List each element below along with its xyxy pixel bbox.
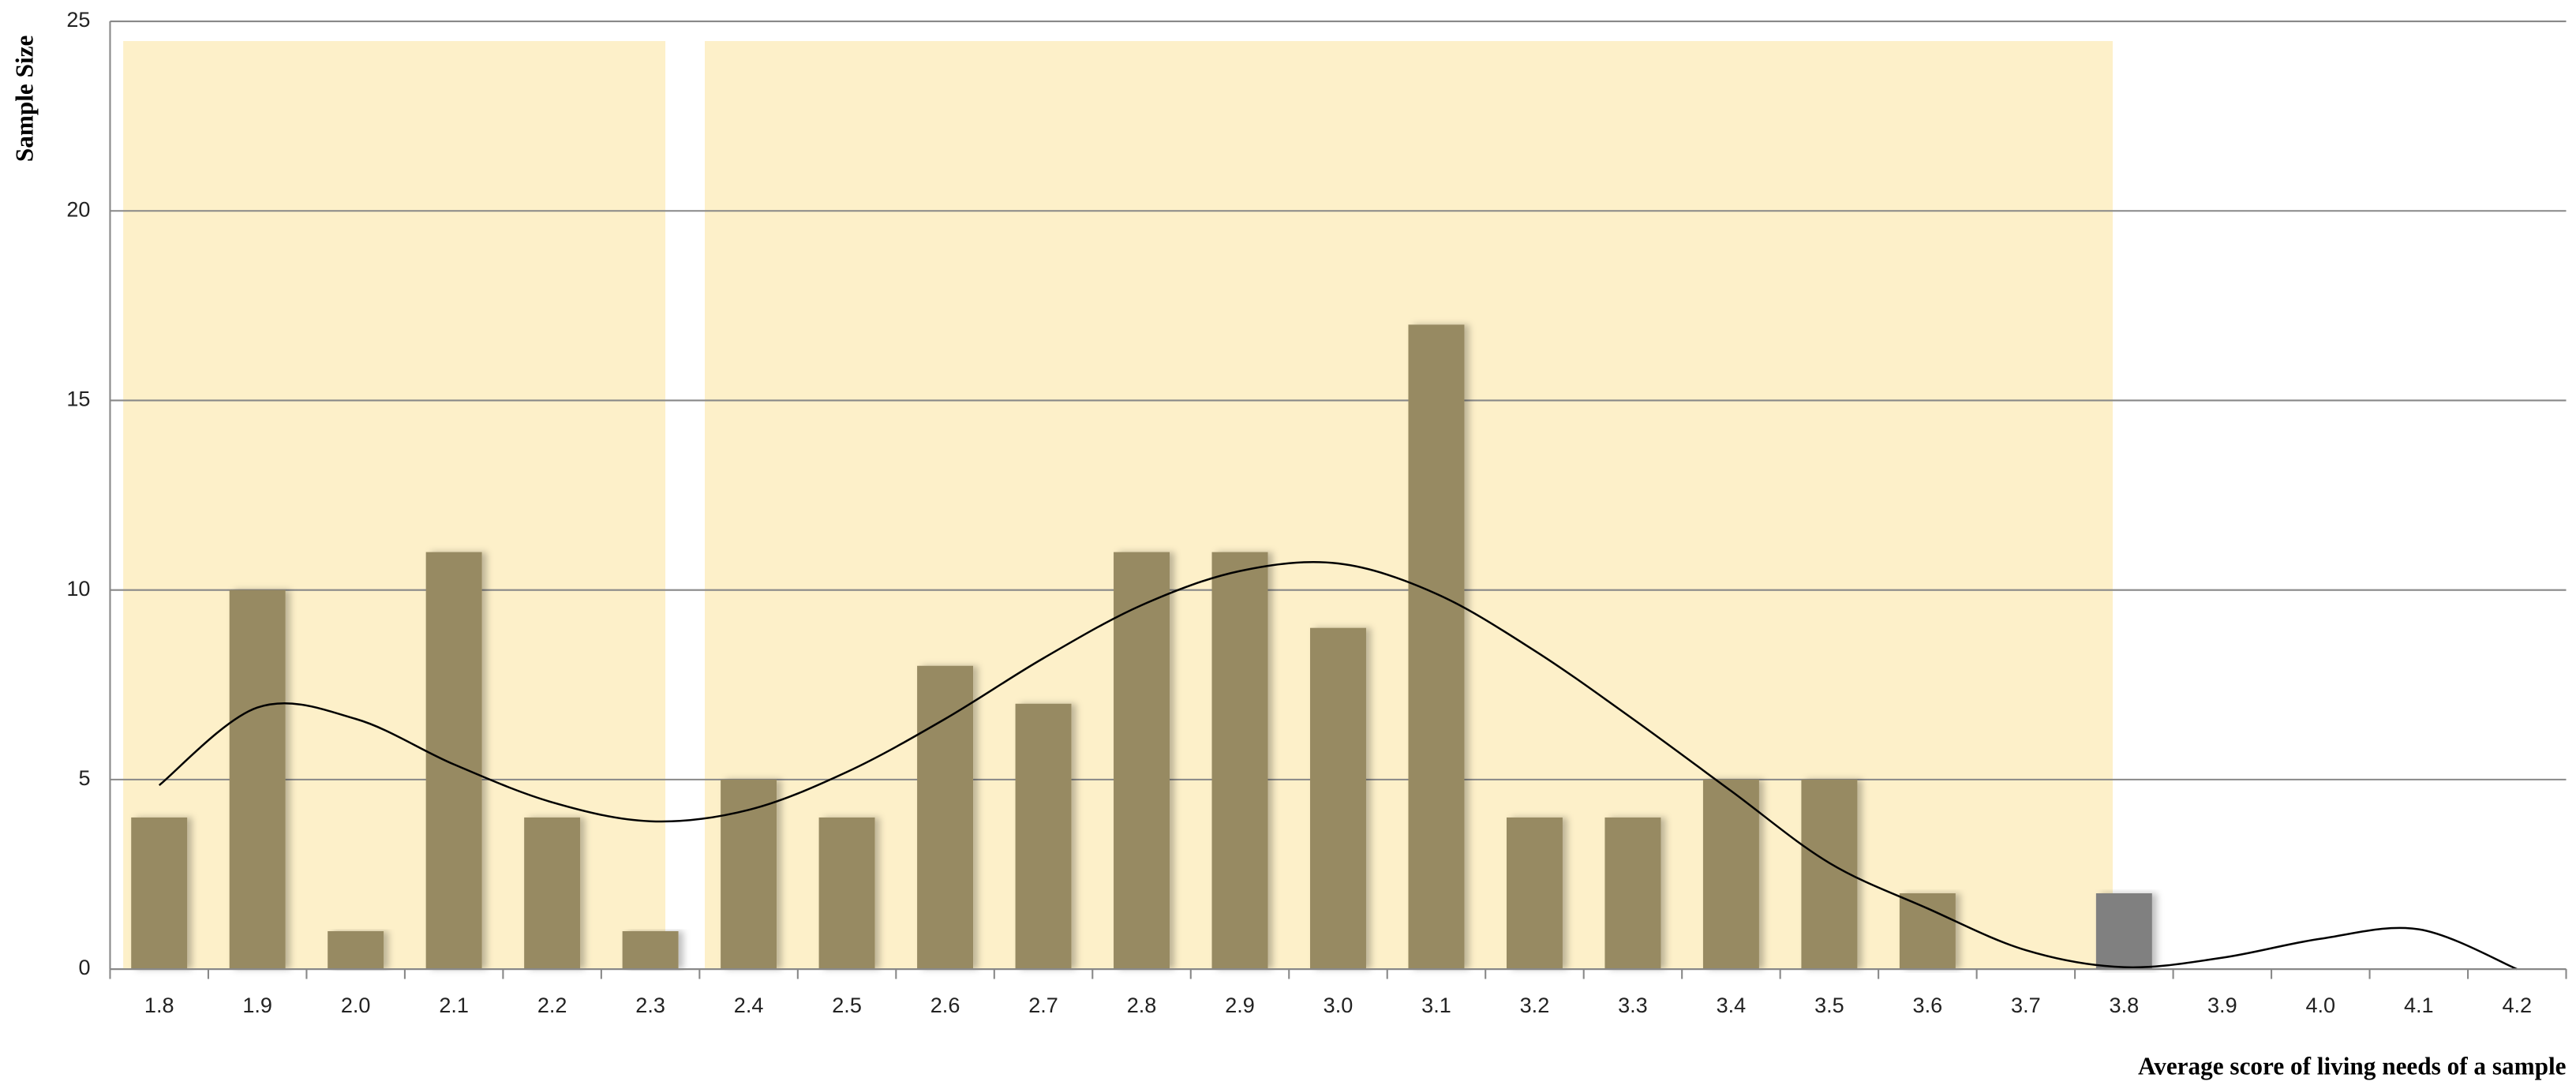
bar — [622, 931, 679, 970]
y-tick-label: 15 — [66, 387, 90, 411]
x-tick-label: 2.5 — [832, 994, 862, 1017]
x-axis: 1.8 1.9 2.0 2.1 2.2 2.3 2.4 2.5 2.6 2.7 2.8 2.9 3.0 3… — [109, 968, 2567, 1017]
x-tick-label: 3.6 — [1913, 994, 1943, 1017]
bar — [1899, 893, 1956, 970]
bar — [1310, 627, 1366, 970]
x-tick-label: 3.1 — [1421, 994, 1451, 1017]
x-tick-label: 1.8 — [144, 994, 174, 1017]
x-axis-title: Average score of living needs of a sampl… — [2138, 1052, 2567, 1080]
y-tick-label: 25 — [66, 8, 90, 32]
bar — [524, 817, 581, 970]
bar — [1211, 552, 1268, 970]
x-tick-label: 3.8 — [2110, 994, 2140, 1017]
x-tick-label: 4.2 — [2502, 994, 2532, 1017]
bar — [328, 931, 384, 970]
x-tick-label: 2.7 — [1028, 994, 1058, 1017]
bar — [229, 589, 286, 970]
bar — [425, 552, 482, 970]
bar — [721, 779, 777, 970]
x-tick-label: 3.0 — [1324, 994, 1354, 1017]
y-tick-label: 0 — [78, 956, 90, 979]
x-tick-label: 2.8 — [1127, 994, 1157, 1017]
bars — [131, 324, 2518, 971]
x-tick-label: 3.3 — [1618, 994, 1648, 1017]
x-tick-label: 4.0 — [2306, 994, 2336, 1017]
x-tick-label: 3.4 — [1717, 994, 1747, 1017]
y-axis-title: Sample Size — [11, 36, 39, 163]
bar — [2095, 893, 2152, 970]
x-tick-label: 3.7 — [2011, 994, 2041, 1017]
x-tick-label: 2.1 — [439, 994, 469, 1017]
y-tick-label: 10 — [66, 577, 90, 601]
bar — [1408, 324, 1465, 970]
x-tick-label: 2.4 — [734, 994, 764, 1017]
y-tick-label: 5 — [78, 766, 90, 790]
bar — [1506, 817, 1563, 970]
x-tick-label: 2.6 — [930, 994, 960, 1017]
x-tick-label: 3.9 — [2207, 994, 2237, 1017]
bar — [131, 817, 188, 970]
x-tick-label: 1.9 — [242, 994, 272, 1017]
bar — [917, 665, 974, 970]
x-tick-label: 2.2 — [537, 994, 567, 1017]
x-tick-label: 2.9 — [1225, 994, 1255, 1017]
bar — [1702, 779, 1759, 970]
bar — [1114, 552, 1170, 970]
bar — [1015, 703, 1072, 970]
y-tick-label: 20 — [66, 197, 90, 221]
trend-line — [158, 561, 2518, 971]
bar — [1604, 817, 1661, 970]
bar — [818, 817, 875, 970]
x-tick-label: 2.3 — [635, 994, 665, 1017]
x-tick-label: 3.5 — [1814, 994, 1844, 1017]
x-tick-label: 3.2 — [1520, 994, 1550, 1017]
x-tick-label: 4.1 — [2404, 994, 2434, 1017]
highlight-region — [123, 41, 666, 970]
x-tick-label: 2.0 — [341, 994, 371, 1017]
